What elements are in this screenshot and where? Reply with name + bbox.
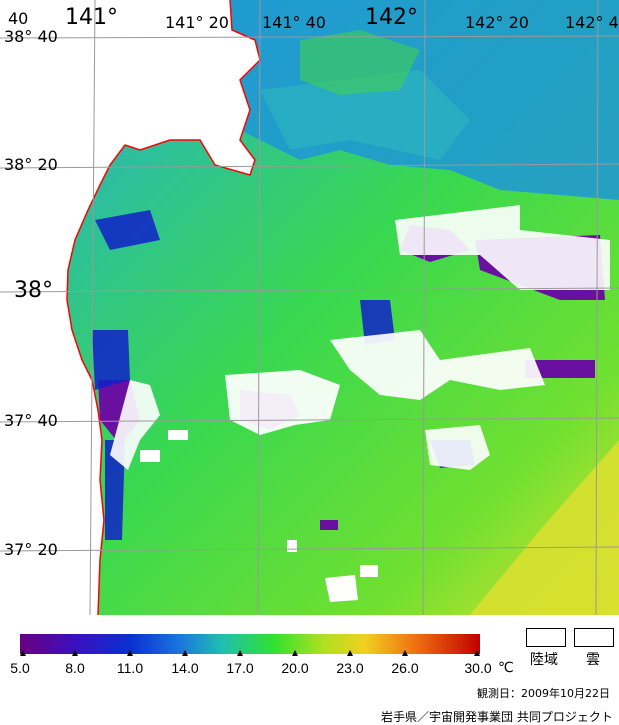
colorbar-tick-8: 8.0 <box>65 660 85 676</box>
green-band-north <box>300 30 420 95</box>
colorbar-tick-30: 30.0 <box>464 660 492 676</box>
coastline <box>66 0 261 615</box>
cloud-patches <box>110 205 610 602</box>
observation-date: 観測日：2009年10月22日 <box>477 687 610 700</box>
lon-label-142: 142° <box>365 5 418 30</box>
lon-label-142-20: 142° 20 <box>465 13 529 32</box>
lat-label-37-40: 37° 40 <box>4 411 58 430</box>
lat-label-38-20: 38° 20 <box>4 155 58 174</box>
lat-label-38: 38° <box>14 278 53 303</box>
lat-label-37-20: 37° 20 <box>4 540 58 559</box>
cloud-key-label: 雲 <box>586 652 600 668</box>
colorbar-tick-23: 23.0 <box>336 660 364 676</box>
credit-line: 岩手県／宇宙開発事業団 共同プロジェクト <box>381 710 613 724</box>
cloud-key-swatch <box>574 628 614 647</box>
lon-label-141-40: 141° 40 <box>262 13 326 32</box>
lon-label-partial: 40 <box>8 9 28 28</box>
lon-label-141-20: 141° 20 <box>165 13 229 32</box>
colorbar-tick-26: 26.0 <box>391 660 419 676</box>
temperature-unit: ℃ <box>498 660 514 676</box>
graticule <box>0 0 619 615</box>
sst-map: 40 141° 141° 20 141° 40 142° 142° 20 142… <box>0 0 619 615</box>
lat-label-38-40: 38° 40 <box>4 27 58 46</box>
lon-label-141: 141° <box>65 5 118 30</box>
southeastern-warm-water <box>470 440 619 615</box>
land-key-label: 陸域 <box>530 652 558 668</box>
northern-mid-water <box>260 70 470 160</box>
land-area <box>0 0 260 615</box>
colorbar-tick-17: 17.0 <box>226 660 254 676</box>
colorbar-tick-5: 5.0 <box>10 660 30 676</box>
temperature-colorbar <box>20 634 480 656</box>
land-key-swatch <box>526 628 566 647</box>
colorbar-tick-11: 11.0 <box>116 660 144 676</box>
lon-label-142-40: 142° 40 <box>565 13 619 32</box>
colorbar-tick-20: 20.0 <box>281 660 309 676</box>
colorbar-tick-14: 14.0 <box>171 660 199 676</box>
